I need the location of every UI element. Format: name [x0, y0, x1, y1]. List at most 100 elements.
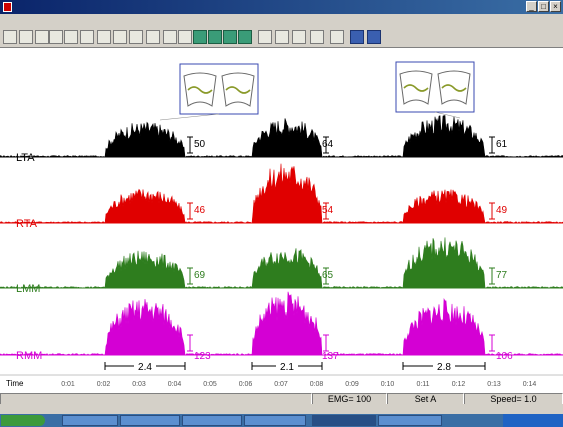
time-tick-label: 0:11 [416, 381, 429, 388]
time-tick-label: 0:13 [487, 381, 501, 388]
menu-item[interactable] [30, 14, 36, 26]
time-tick-label: 0:03 [132, 381, 146, 388]
peak-marker [323, 334, 329, 352]
peak-marker [323, 202, 329, 220]
open-icon[interactable] [19, 30, 33, 44]
emg-trace-lmm [0, 237, 563, 289]
chart-icon[interactable] [238, 30, 252, 44]
time-tick-label: 0:01 [61, 381, 75, 388]
paste-icon[interactable] [178, 30, 192, 44]
peak-value: 65 [322, 270, 334, 281]
time-tick-label: 0:06 [239, 381, 253, 388]
peak-value: 49 [496, 205, 508, 216]
peak-marker [489, 202, 495, 220]
menu-item[interactable] [110, 14, 116, 26]
interval-value: 2.1 [280, 362, 294, 373]
bars-icon[interactable] [310, 30, 324, 44]
emg-plot: LTA 50 64 61 RTA 46 54 49 LMM 69 65 77 RMM 123 137 106 2… [0, 48, 563, 392]
close-button[interactable]: × [550, 1, 561, 12]
text-icon[interactable] [146, 30, 160, 44]
maximize-button[interactable]: □ [538, 1, 549, 12]
arrow-down-icon[interactable] [49, 30, 63, 44]
taskbar-item[interactable] [378, 415, 442, 426]
peak-marker [323, 136, 329, 154]
menu-item[interactable] [70, 14, 76, 26]
peak-value: 50 [194, 139, 206, 150]
app-icon[interactable] [3, 2, 12, 12]
peak-marker [187, 136, 193, 154]
peak-value: 123 [194, 351, 211, 362]
channel-label: RTA [16, 218, 38, 230]
time-tick-label: 0:12 [452, 381, 466, 388]
grid-icon[interactable] [350, 30, 364, 44]
grid-icon[interactable] [113, 30, 127, 44]
time-tick-label: 0:09 [345, 381, 359, 388]
title-bar: _ □ × [0, 0, 563, 14]
channel-label: LMM [16, 283, 40, 295]
copy-icon[interactable] [163, 30, 177, 44]
save-icon[interactable] [35, 30, 49, 44]
menu-item[interactable] [54, 14, 60, 26]
taskbar-item[interactable] [120, 415, 180, 426]
start-button[interactable] [1, 415, 45, 426]
time-tick-label: 0:02 [97, 381, 111, 388]
peak-value: 61 [496, 139, 508, 150]
new-icon[interactable] [3, 30, 17, 44]
list-icon[interactable] [97, 30, 111, 44]
menu-item[interactable] [62, 14, 68, 26]
chart-icon[interactable] [193, 30, 207, 44]
interval-value: 2.4 [138, 362, 152, 373]
minimize-button[interactable]: _ [526, 1, 537, 12]
time-tick-label: 0:04 [168, 381, 182, 388]
peak-marker [187, 202, 193, 220]
time-tick-label: 0:05 [203, 381, 217, 388]
channel-label: RMM [16, 350, 42, 362]
function-key-bar [0, 404, 563, 414]
menu-item[interactable] [102, 14, 108, 26]
peak-value: 77 [496, 270, 508, 281]
interval-label-bg [134, 360, 156, 371]
taskbar-item-active[interactable] [312, 415, 376, 426]
peak-marker [187, 267, 193, 285]
chart-icon[interactable] [223, 30, 237, 44]
emg-trace-rmm [0, 291, 563, 356]
time-tick-label: 0:14 [523, 381, 537, 388]
menu-item[interactable] [38, 14, 44, 26]
menu-item[interactable] [86, 14, 92, 26]
peak-value: 46 [194, 205, 206, 216]
interval-label-bg [433, 360, 455, 371]
time-tick-label: 0:08 [310, 381, 324, 388]
system-tray [503, 414, 563, 427]
taskbar-item[interactable] [244, 415, 306, 426]
peak-value: 54 [322, 205, 334, 216]
foot-thumbnail[interactable] [179, 63, 259, 115]
dots-icon[interactable] [275, 30, 289, 44]
grid-icon[interactable] [367, 30, 381, 44]
menu-item[interactable] [14, 14, 20, 26]
emg-trace-lta [0, 115, 563, 158]
bars-icon[interactable] [292, 30, 306, 44]
peak-value: 69 [194, 270, 206, 281]
lines-icon[interactable] [129, 30, 143, 44]
time-tick-label: 0:07 [274, 381, 288, 388]
zoom-icon[interactable] [258, 30, 272, 44]
arrow-up-icon[interactable] [64, 30, 78, 44]
chart-icon[interactable] [208, 30, 222, 44]
filter-icon[interactable] [80, 30, 94, 44]
peak-marker [187, 334, 193, 352]
foot-thumbnail[interactable] [395, 61, 475, 113]
menu-item[interactable] [22, 14, 28, 26]
print-icon[interactable] [330, 30, 344, 44]
peak-marker [489, 267, 495, 285]
emg-traces: LTA 50 64 61 RTA 46 54 49 LMM 69 65 77 RMM 123 137 106 2… [0, 61, 563, 388]
taskbar-item[interactable] [182, 415, 242, 426]
peak-marker [489, 136, 495, 154]
interval-value: 2.8 [437, 362, 451, 373]
taskbar-item[interactable] [62, 415, 118, 426]
menu-item[interactable] [94, 14, 100, 26]
menu-item[interactable] [78, 14, 84, 26]
time-tick-label: 0:10 [381, 381, 395, 388]
menu-item[interactable] [46, 14, 52, 26]
status-bar: EMG= 100 Set A Speed= 1.0 [0, 392, 563, 405]
toolbar [0, 26, 563, 48]
